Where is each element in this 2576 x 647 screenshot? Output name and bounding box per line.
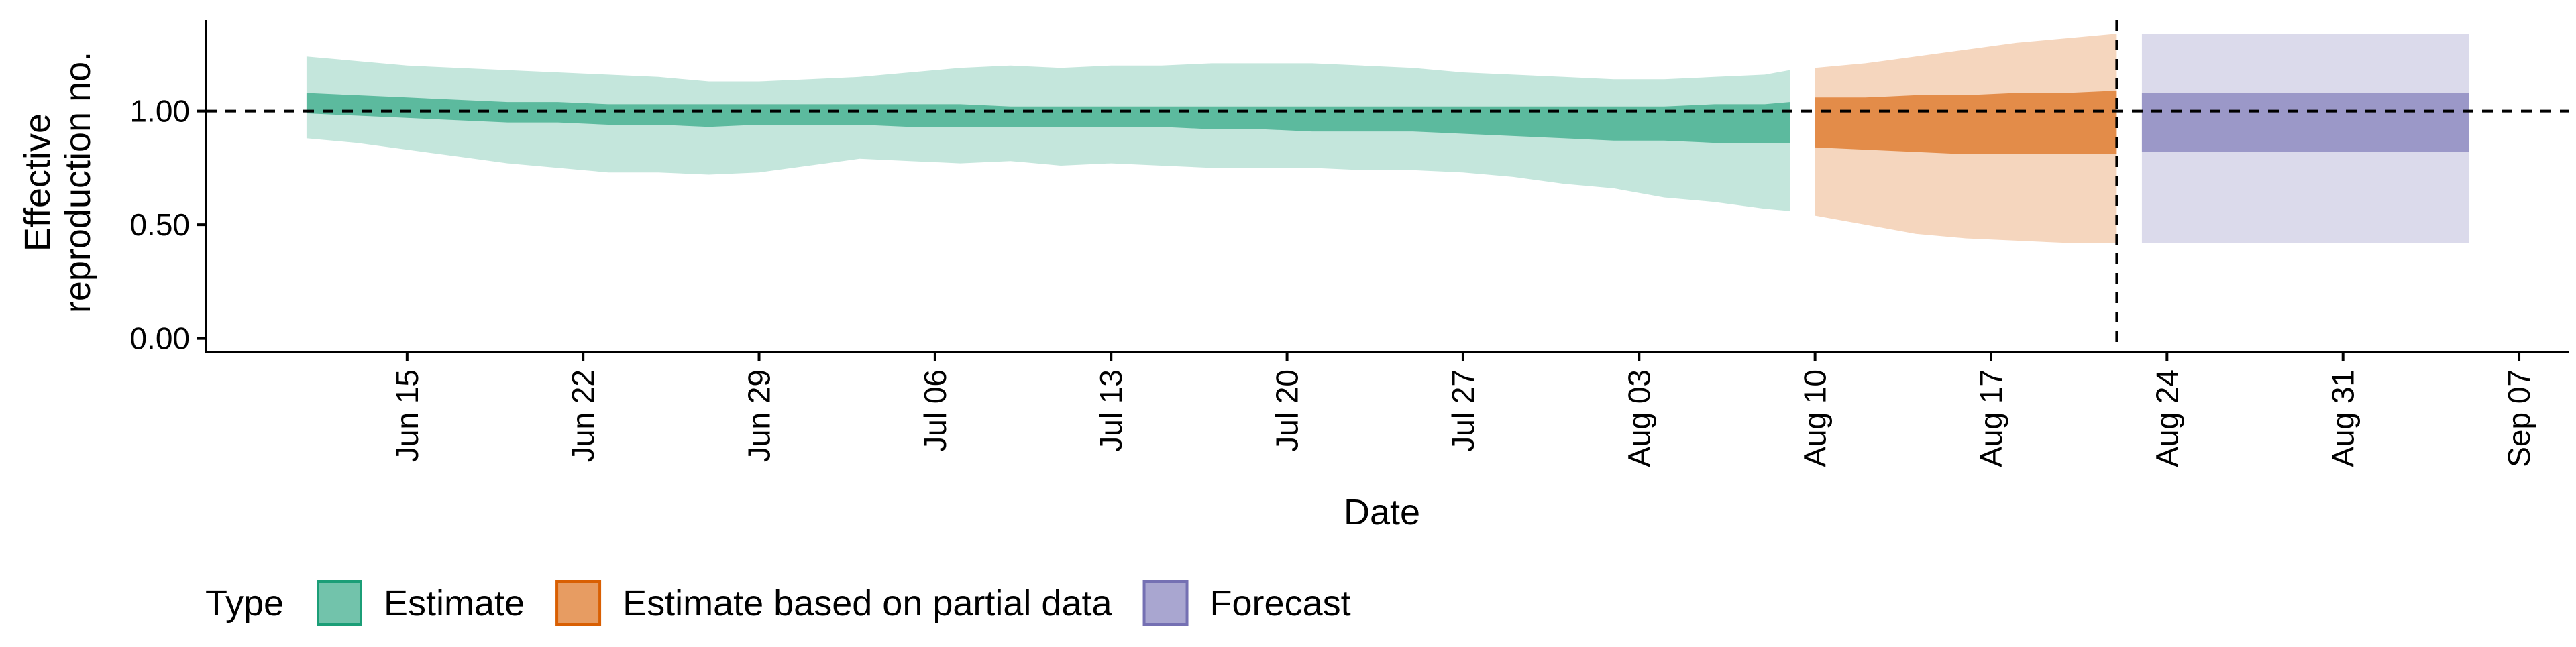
x-tick-label: Jul 06 bbox=[918, 369, 953, 452]
estimate-band-50 bbox=[306, 93, 1790, 143]
legend-swatch bbox=[317, 580, 362, 626]
axis-labels: Date Effective reproduction no. bbox=[17, 52, 1420, 532]
estimate-based-on-partial-data-band-50 bbox=[1815, 91, 2117, 154]
ribbon-layer bbox=[306, 34, 2469, 243]
x-tick-label: Jun 22 bbox=[566, 369, 600, 462]
y-tick-label: 0.50 bbox=[129, 207, 190, 242]
x-tick-label: Sep 07 bbox=[2502, 369, 2536, 467]
legend-title: Type bbox=[205, 583, 284, 624]
legend-label: Forecast bbox=[1210, 583, 1351, 624]
legend-item-estimate-based-on-partial-data: Estimate based on partial data bbox=[555, 580, 1112, 626]
x-tick-label: Jun 15 bbox=[390, 369, 425, 462]
legend: Type Estimate Estimate based on partial d… bbox=[205, 580, 1351, 626]
y-axis-label-line-1: Effective bbox=[17, 113, 58, 251]
x-tick-label: Jun 29 bbox=[742, 369, 777, 462]
x-tick-label: Aug 03 bbox=[1621, 369, 1656, 467]
legend-item-estimate: Estimate bbox=[317, 580, 525, 626]
x-tick-label: Aug 24 bbox=[2149, 369, 2184, 467]
x-tick-label: Jul 27 bbox=[1446, 369, 1481, 452]
legend-item-forecast: Forecast bbox=[1142, 580, 1351, 626]
x-tick-label: Aug 10 bbox=[1798, 369, 1833, 467]
estimate-band-90 bbox=[306, 56, 1790, 211]
legend-swatch bbox=[555, 580, 602, 626]
y-tick-label: 0.00 bbox=[129, 321, 190, 356]
x-tick-label: Jul 13 bbox=[1093, 369, 1128, 452]
y-axis-label-line-2: reproduction no. bbox=[58, 52, 98, 313]
legend-swatch bbox=[1142, 580, 1189, 626]
reference-lines bbox=[206, 20, 2569, 352]
legend-label: Estimate bbox=[384, 583, 525, 624]
forecast-band-50 bbox=[2141, 93, 2469, 152]
legend-label: Estimate based on partial data bbox=[623, 583, 1112, 624]
y-tick-label: 1.00 bbox=[129, 94, 190, 129]
x-tick-label: Jul 20 bbox=[1270, 369, 1305, 452]
x-tick-label: Aug 31 bbox=[2326, 369, 2361, 467]
x-tick-label: Aug 17 bbox=[1974, 369, 2008, 467]
x-axis-label: Date bbox=[1344, 492, 1420, 532]
axes-layer: 0.00 0.50 1.00 Jun 15 Jun 22 Jun 29 Jul 06 Jul … bbox=[129, 20, 2569, 467]
